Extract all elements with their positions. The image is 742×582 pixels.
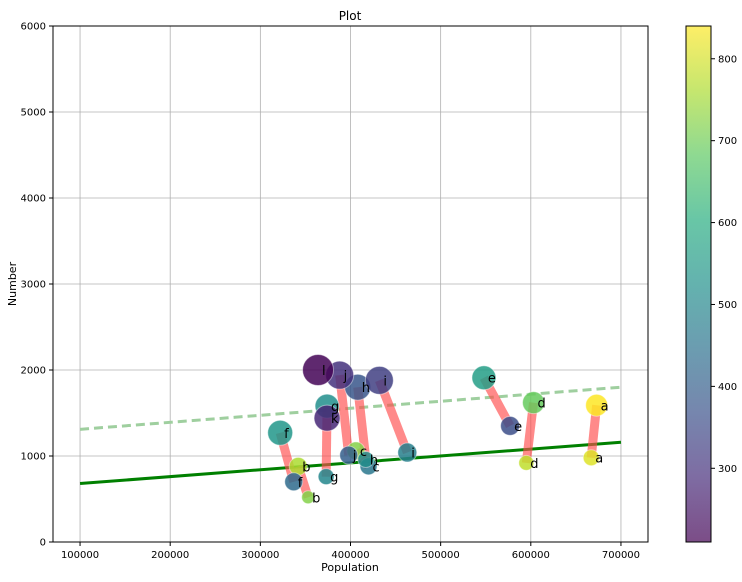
y-tick-label: 5000 bbox=[21, 108, 46, 119]
y-tick-label: 6000 bbox=[21, 22, 46, 33]
colorbar-tick-label: 500 bbox=[718, 300, 737, 311]
point-label-j: j bbox=[343, 369, 348, 384]
y-tick-label: 0 bbox=[40, 538, 46, 549]
x-tick-label: 200000 bbox=[151, 550, 189, 561]
x-tick-label: 500000 bbox=[422, 550, 460, 561]
point-end-j bbox=[339, 445, 359, 465]
point-label-h: h bbox=[362, 381, 370, 396]
point-label-l: l bbox=[322, 364, 326, 379]
colorbar-tick-label: 300 bbox=[718, 464, 737, 475]
point-label-i: i bbox=[411, 447, 415, 462]
point-end-a bbox=[582, 449, 600, 467]
colorbar-tick-label: 400 bbox=[718, 382, 737, 393]
point-label-j: j bbox=[352, 449, 357, 464]
x-tick-label: 600000 bbox=[512, 550, 550, 561]
point-label-e: e bbox=[514, 420, 522, 435]
colorbar-gradient bbox=[686, 26, 711, 542]
point-label-k: k bbox=[331, 412, 339, 427]
x-tick-label: 100000 bbox=[61, 550, 99, 561]
point-start-k bbox=[313, 404, 341, 432]
point-label-c: c bbox=[360, 445, 367, 460]
point-label-g: g bbox=[330, 471, 338, 486]
point-label-b: b bbox=[302, 460, 310, 475]
y-axis-ticks: 0 1000 2000 3000 4000 5000 6000 bbox=[21, 22, 53, 549]
x-tick-label: 700000 bbox=[602, 550, 640, 561]
point-label-f: f bbox=[298, 476, 303, 491]
x-tick-label: 400000 bbox=[331, 550, 369, 561]
y-tick-label: 4000 bbox=[21, 194, 46, 205]
colorbar-tick-label: 800 bbox=[718, 54, 737, 65]
y-tick-label: 3000 bbox=[21, 280, 46, 291]
data-points bbox=[267, 354, 609, 505]
point-start-f bbox=[267, 419, 294, 446]
point-start-l bbox=[302, 354, 335, 386]
point-label-a: a bbox=[595, 452, 603, 467]
point-end-f bbox=[284, 472, 304, 492]
colorbar-frame bbox=[685, 25, 712, 543]
point-end-i bbox=[397, 442, 418, 463]
point-start-e bbox=[471, 365, 497, 391]
point-label-g: g bbox=[331, 400, 339, 415]
chart-title: Plot bbox=[339, 9, 362, 23]
point-start-d bbox=[522, 391, 546, 415]
grid bbox=[53, 25, 648, 543]
point-label-c: c bbox=[373, 460, 380, 475]
point-label-h: h bbox=[370, 453, 378, 468]
point-label-b: b bbox=[312, 491, 320, 506]
point-end-g bbox=[317, 468, 335, 486]
colorbar-tick-label: 700 bbox=[718, 136, 737, 147]
point-label-d: d bbox=[538, 397, 546, 412]
point-end-h bbox=[357, 450, 375, 468]
colorbar: 300 400 500 600 700 800 bbox=[685, 25, 737, 543]
x-axis-ticks: 100000 200000 300000 400000 500000 600000 7000… bbox=[61, 542, 640, 561]
point-label-e: e bbox=[488, 372, 496, 387]
point-start-i bbox=[364, 365, 394, 395]
colorbar-ticks: 300 400 500 600 700 800 bbox=[711, 54, 737, 475]
point-label-f: f bbox=[284, 427, 289, 442]
y-tick-label: 1000 bbox=[21, 452, 46, 463]
point-end-b bbox=[301, 490, 316, 505]
x-axis-label: Population bbox=[321, 561, 379, 574]
point-start-a bbox=[585, 393, 609, 417]
x-tick-label: 300000 bbox=[241, 550, 279, 561]
point-label-a: a bbox=[601, 399, 609, 414]
point-label-i: i bbox=[383, 374, 387, 389]
point-end-e bbox=[500, 415, 521, 436]
y-tick-label: 2000 bbox=[21, 366, 46, 377]
point-label-d: d bbox=[530, 457, 538, 472]
point-end-d bbox=[518, 454, 535, 471]
y-axis-label: Number bbox=[6, 261, 19, 306]
colorbar-tick-label: 600 bbox=[718, 218, 737, 229]
